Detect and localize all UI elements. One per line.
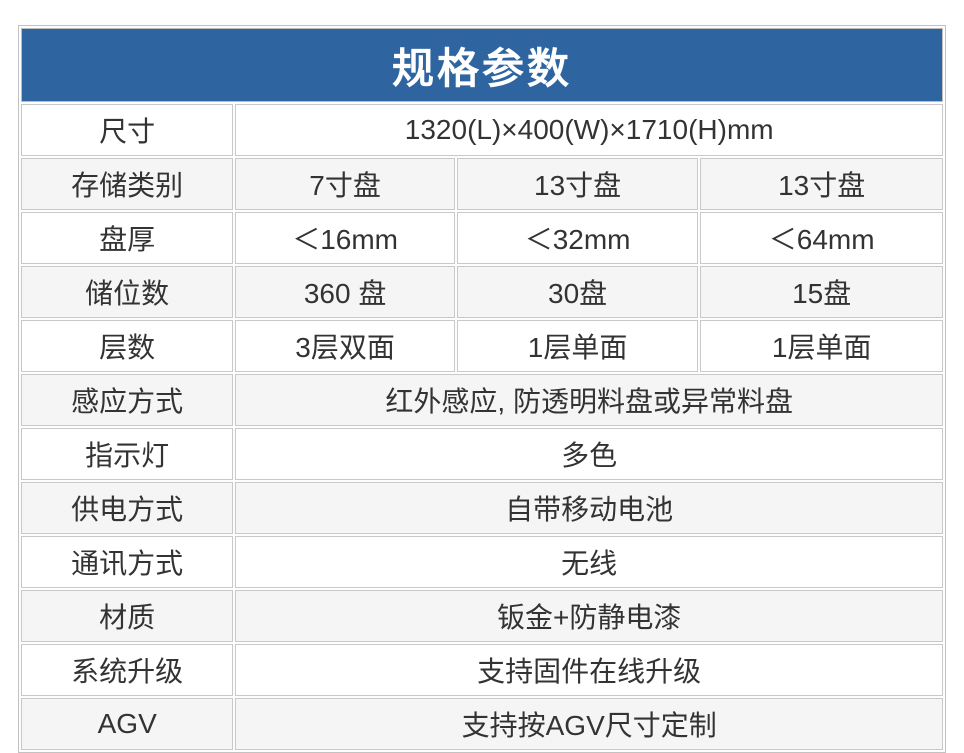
spec-label: 层数 [21, 320, 234, 372]
spec-value: 钣金+防静电漆 [235, 590, 943, 642]
spec-label: 储位数 [21, 266, 234, 318]
spec-label: 供电方式 [21, 482, 234, 534]
spec-value: 1层单面 [700, 320, 943, 372]
table-title: 规格参数 [21, 28, 943, 102]
table-row: 指示灯 多色 [21, 428, 943, 480]
spec-value: 13寸盘 [456, 158, 699, 210]
spec-label: 盘厚 [21, 212, 234, 264]
spec-value: 支持固件在线升级 [235, 644, 943, 696]
spec-value: ＜32mm [456, 212, 699, 264]
table-row: 通讯方式 无线 [21, 536, 943, 588]
spec-label: 尺寸 [21, 104, 234, 156]
spec-value: ＜64mm [700, 212, 943, 264]
spec-value: 无线 [235, 536, 943, 588]
spec-value: 支持按AGV尺寸定制 [235, 698, 943, 750]
spec-table: 规格参数 尺寸 1320(L)×400(W)×1710(H)mm 存储类别 7寸盘 13… [18, 25, 946, 753]
spec-value: 360 盘 [235, 266, 455, 318]
spec-label: 系统升级 [21, 644, 234, 696]
table-row: 材质 钣金+防静电漆 [21, 590, 943, 642]
spec-label: 指示灯 [21, 428, 234, 480]
spec-table-body: 尺寸 1320(L)×400(W)×1710(H)mm 存储类别 7寸盘 13寸盘 13寸… [21, 104, 943, 750]
spec-value: 红外感应, 防透明料盘或异常料盘 [235, 374, 943, 426]
spec-table-head: 规格参数 [21, 28, 943, 102]
table-row: 层数 3层双面 1层单面 1层单面 [21, 320, 943, 372]
spec-value: ＜16mm [235, 212, 455, 264]
table-row: 感应方式 红外感应, 防透明料盘或异常料盘 [21, 374, 943, 426]
spec-label: 存储类别 [21, 158, 234, 210]
spec-value: 7寸盘 [235, 158, 455, 210]
spec-label: 材质 [21, 590, 234, 642]
title-row: 规格参数 [21, 28, 943, 102]
spec-value: 13寸盘 [700, 158, 943, 210]
spec-label: 感应方式 [21, 374, 234, 426]
spec-label: AGV [21, 698, 234, 750]
spec-value: 自带移动电池 [235, 482, 943, 534]
spec-value: 多色 [235, 428, 943, 480]
spec-value: 3层双面 [235, 320, 455, 372]
spec-label: 通讯方式 [21, 536, 234, 588]
spec-value: 30盘 [456, 266, 699, 318]
table-row: 供电方式 自带移动电池 [21, 482, 943, 534]
table-row: AGV 支持按AGV尺寸定制 [21, 698, 943, 750]
spec-value: 1320(L)×400(W)×1710(H)mm [235, 104, 943, 156]
table-row: 储位数 360 盘 30盘 15盘 [21, 266, 943, 318]
table-row: 盘厚 ＜16mm ＜32mm ＜64mm [21, 212, 943, 264]
table-row: 存储类别 7寸盘 13寸盘 13寸盘 [21, 158, 943, 210]
spec-value: 15盘 [700, 266, 943, 318]
table-row: 系统升级 支持固件在线升级 [21, 644, 943, 696]
spec-value: 1层单面 [456, 320, 699, 372]
table-row: 尺寸 1320(L)×400(W)×1710(H)mm [21, 104, 943, 156]
